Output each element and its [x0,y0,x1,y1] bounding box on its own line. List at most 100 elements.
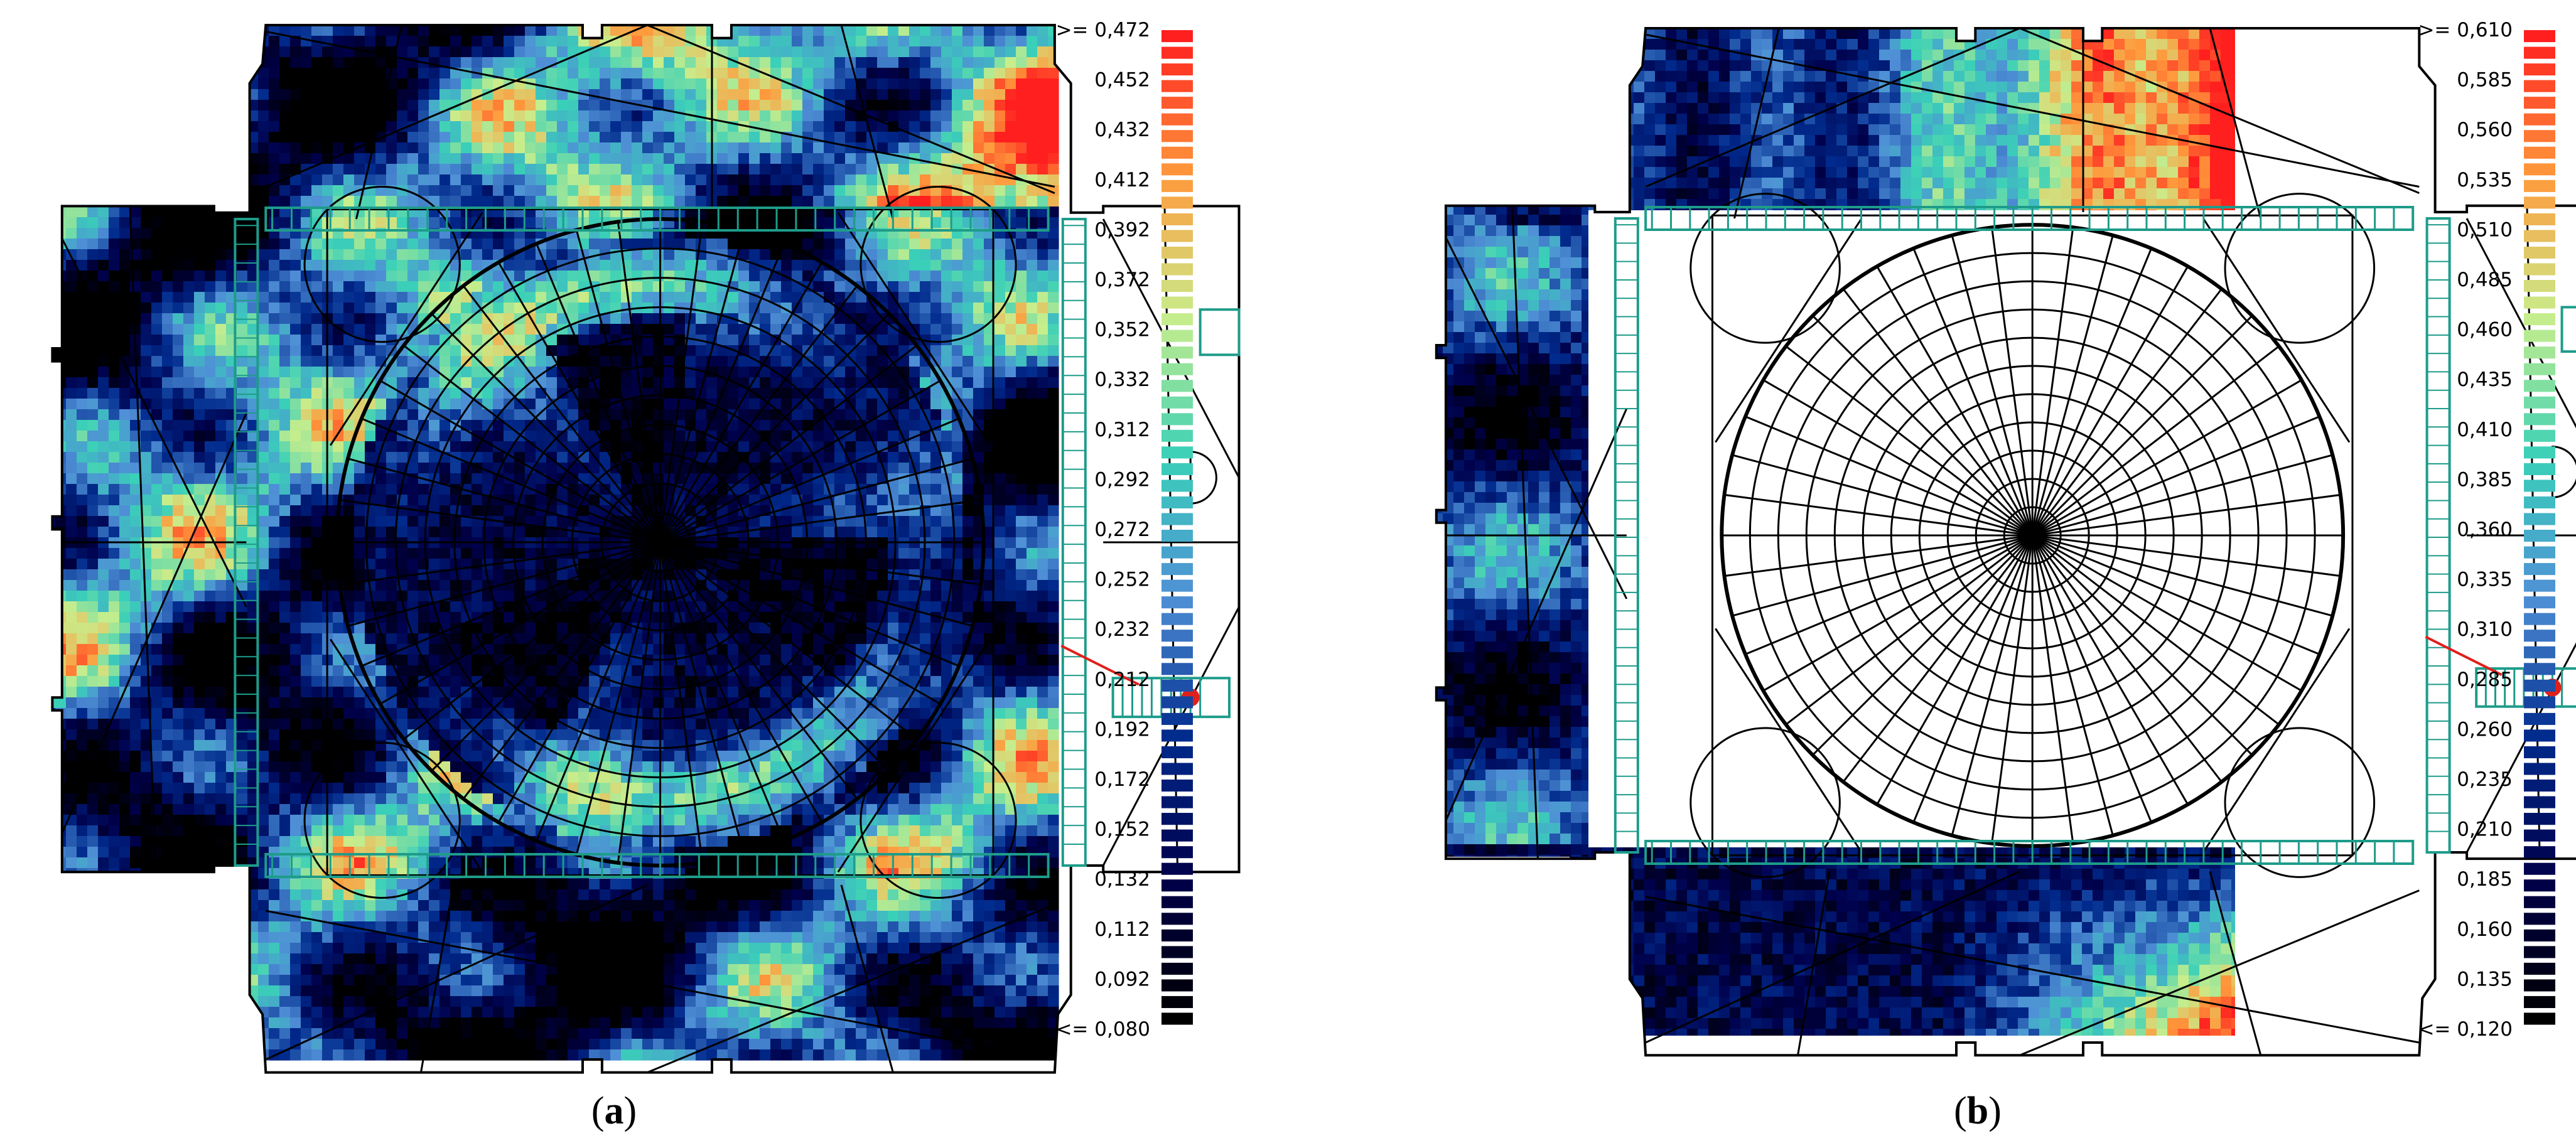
colorbar-tick-label: 0,452 [1094,69,1150,92]
colorbar-swatch [1161,729,1193,742]
marker-line [1060,645,1140,686]
half-dome-fixture [2551,446,2576,498]
colorbar-swatch [2524,480,2555,492]
colorbar-swatch [1161,496,1193,509]
field-top-arm [1570,28,2235,210]
colorbar-swatch [1161,563,1193,576]
colorbar-tick-label: 0,460 [2457,319,2513,341]
colorbar-swatch [2524,280,2555,292]
colorbar-swatch [1161,646,1193,658]
colorbar-tick-label: 0,292 [1094,468,1150,491]
colorbar-swatch [1161,46,1193,59]
colorbar-swatch [1161,813,1193,825]
colorbar-swatch [1161,30,1193,43]
colorbar-swatch [2524,346,2555,359]
colorbar-tick-label: 0,272 [1094,518,1150,541]
colorbar-tick-label: 0,372 [1094,269,1150,291]
panel-b-beams: 2 [1614,206,2576,865]
colorbar-swatch [2524,63,2555,76]
colorbar-swatch [1161,696,1193,709]
colorbar-swatch [1161,63,1193,76]
colorbar-swatch [2524,946,2555,958]
colorbar-swatch [2524,230,2555,242]
fixture [2560,306,2576,353]
colorbar-swatch [2524,813,2555,825]
colorbar-tick-label: 0,160 [2457,918,2513,941]
colorbar-swatch [1161,862,1193,875]
colorbar-swatch [1161,446,1193,459]
panel-b-stress-field [1436,28,2235,1036]
colorbar-swatch [1161,530,1193,542]
colorbar-swatch [2524,163,2555,176]
colorbar-swatch [2524,729,2555,742]
colorbar-swatch [1161,712,1193,725]
colorbar-swatch [1161,313,1193,326]
colorbar-swatch [1161,613,1193,625]
fixture [1199,308,1241,357]
colorbar-swatch [1161,146,1193,159]
colorbar-swatch [1161,130,1193,142]
colorbar-tick-label: 0,385 [2457,468,2513,491]
colorbar-swatch [1161,413,1193,426]
panel-b-contour-plot: 2 >= 0,610 0,585 0,560 0,535 0,510 0,485 0,460… [1435,19,2576,1132]
colorbar-swatch [2524,46,2555,59]
field-bottom-arm [1570,847,2235,1036]
colorbar-swatch [1161,363,1193,375]
panel-a-colorbar [1161,30,1193,1025]
colorbar-swatch [1161,97,1193,109]
colorbar-swatch [1161,196,1193,209]
colorbar-swatch [1161,846,1193,859]
colorbar-swatch [2524,979,2555,992]
colorbar-swatch [2524,146,2555,159]
colorbar-swatch [2524,530,2555,542]
panel-a-colorbar-ticks: >= 0,472 0,452 0,432 0,412 0,392 0,372 0,352 0,… [1055,19,1150,1041]
panel-a-contour-plot: >= 0,472 0,452 0,432 0,412 0,392 0,372 0,352 0,… [51,19,1241,1132]
colorbar-swatch [1161,929,1193,941]
colorbar-swatch [2524,30,2555,43]
colorbar-swatch [1161,263,1193,276]
colorbar-swatch [2524,796,2555,808]
colorbar-tick-label: 0,185 [2457,868,2513,891]
colorbar-swatch [2524,496,2555,509]
colorbar-swatch [1161,463,1193,475]
colorbar-swatch [1161,546,1193,559]
colorbar-tick-label: <= 0,120 [2418,1018,2513,1041]
colorbar-swatch [2524,862,2555,875]
colorbar-tick-label: 0,485 [2457,269,2513,291]
colorbar-swatch [2524,896,2555,908]
colorbar-tick-label: 0,232 [1094,618,1150,641]
colorbar-swatch [2524,413,2555,426]
colorbar-swatch [2524,929,2555,941]
colorbar-swatch [1161,346,1193,359]
colorbar-swatch [2524,746,2555,759]
colorbar-swatch [2524,763,2555,775]
colorbar-swatch [2524,696,2555,709]
colorbar-swatch [2524,646,2555,658]
colorbar-swatch [1161,396,1193,409]
colorbar-swatch [1161,679,1193,692]
panel-b-mesh [1445,28,2576,1056]
colorbar-swatch [1161,280,1193,292]
field-left-arm [1436,204,1588,857]
colorbar-swatch [2524,180,2555,192]
colorbar-swatch [1161,630,1193,642]
colorbar-swatch [2524,330,2555,342]
colorbar-swatch [2524,97,2555,109]
colorbar-swatch [2524,563,2555,576]
colorbar-swatch [2524,246,2555,259]
colorbar-swatch [2524,712,2555,725]
colorbar-swatch [2524,579,2555,592]
panel-b-colorbar [2524,30,2555,1025]
colorbar-swatch [2524,396,2555,409]
colorbar-tick-label: 0,332 [1094,368,1150,391]
colorbar-swatch [1161,913,1193,925]
colorbar-tick-label: 0,392 [1094,218,1150,241]
colorbar-swatch [2524,313,2555,326]
colorbar-swatch [1161,979,1193,992]
colorbar-swatch [1161,879,1193,892]
marker-line [2425,635,2503,676]
colorbar-swatch [2524,596,2555,609]
colorbar-swatch [2524,679,2555,692]
colorbar-swatch [2524,780,2555,792]
